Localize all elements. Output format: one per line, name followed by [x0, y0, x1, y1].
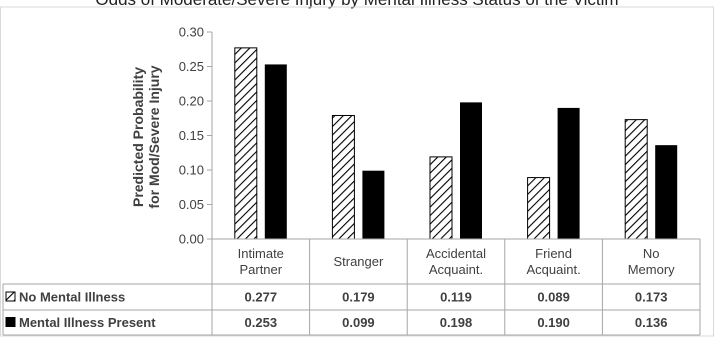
chart-title: Odds of Moderate/Severe Injury by Mental…	[0, 0, 714, 10]
y-tick-label: 0.20	[179, 94, 204, 109]
x-category-label: Intimate	[238, 246, 284, 261]
data-value-label: 0.179	[342, 290, 375, 305]
bar-mental-illness-present	[264, 64, 287, 240]
x-category-label: Acquaint.	[429, 262, 483, 277]
chart-axes: 0.00 0.05 0.10 0.15 0.20 0.25 0.30 Predicted Pr…	[130, 25, 213, 247]
data-value-label: 0.198	[440, 315, 473, 330]
x-category-label: Friend	[535, 246, 572, 261]
y-tick-label: 0.05	[179, 197, 204, 212]
data-value-label: 0.277	[245, 290, 278, 305]
bar-mental-illness-present	[460, 102, 482, 239]
bar-no-mental-illness	[429, 156, 453, 240]
x-category-label: No	[643, 246, 660, 261]
chart-bars	[234, 47, 678, 240]
x-category-label: Partner	[239, 262, 282, 277]
bar-no-mental-illness	[234, 47, 258, 240]
legend-key-hatched	[5, 291, 16, 302]
data-value-label: 0.119	[440, 290, 472, 305]
bar-mental-illness-present	[557, 107, 580, 240]
data-value-label: 0.136	[635, 315, 668, 330]
y-tick-label: 0.15	[179, 128, 204, 143]
data-value-label: 0.253	[245, 315, 278, 330]
x-category-label: Stranger	[333, 254, 384, 269]
legend-label: Mental Illness Present	[19, 315, 156, 330]
chart-frame	[0, 6, 714, 337]
y-tick-label: 0.10	[179, 163, 204, 178]
y-tick-label: 0.00	[179, 232, 204, 247]
legend-key-solid	[5, 317, 16, 327]
bar-no-mental-illness	[624, 119, 648, 240]
bar-mental-illness-present	[655, 145, 678, 239]
bar-no-mental-illness	[331, 114, 355, 240]
y-tick-label: 0.30	[179, 25, 204, 40]
y-axis-label: Predicted Probabilityfor Mod/Severe Inju…	[130, 65, 162, 208]
data-value-label: 0.099	[342, 315, 375, 330]
x-category-label: Accidental	[426, 246, 486, 261]
data-table: IntimatePartnerStrangerAccidentalAcquain…	[2, 238, 701, 336]
x-category-label: Acquaint.	[526, 262, 580, 277]
data-value-label: 0.089	[537, 290, 570, 305]
x-category-label: Memory	[628, 262, 675, 277]
bar-mental-illness-present	[362, 170, 385, 239]
y-tick-label: 0.25	[179, 59, 204, 74]
bar-no-mental-illness	[527, 177, 551, 240]
data-value-label: 0.190	[537, 315, 570, 330]
data-value-label: 0.173	[635, 290, 668, 305]
legend-label: No Mental Illness	[19, 290, 125, 305]
